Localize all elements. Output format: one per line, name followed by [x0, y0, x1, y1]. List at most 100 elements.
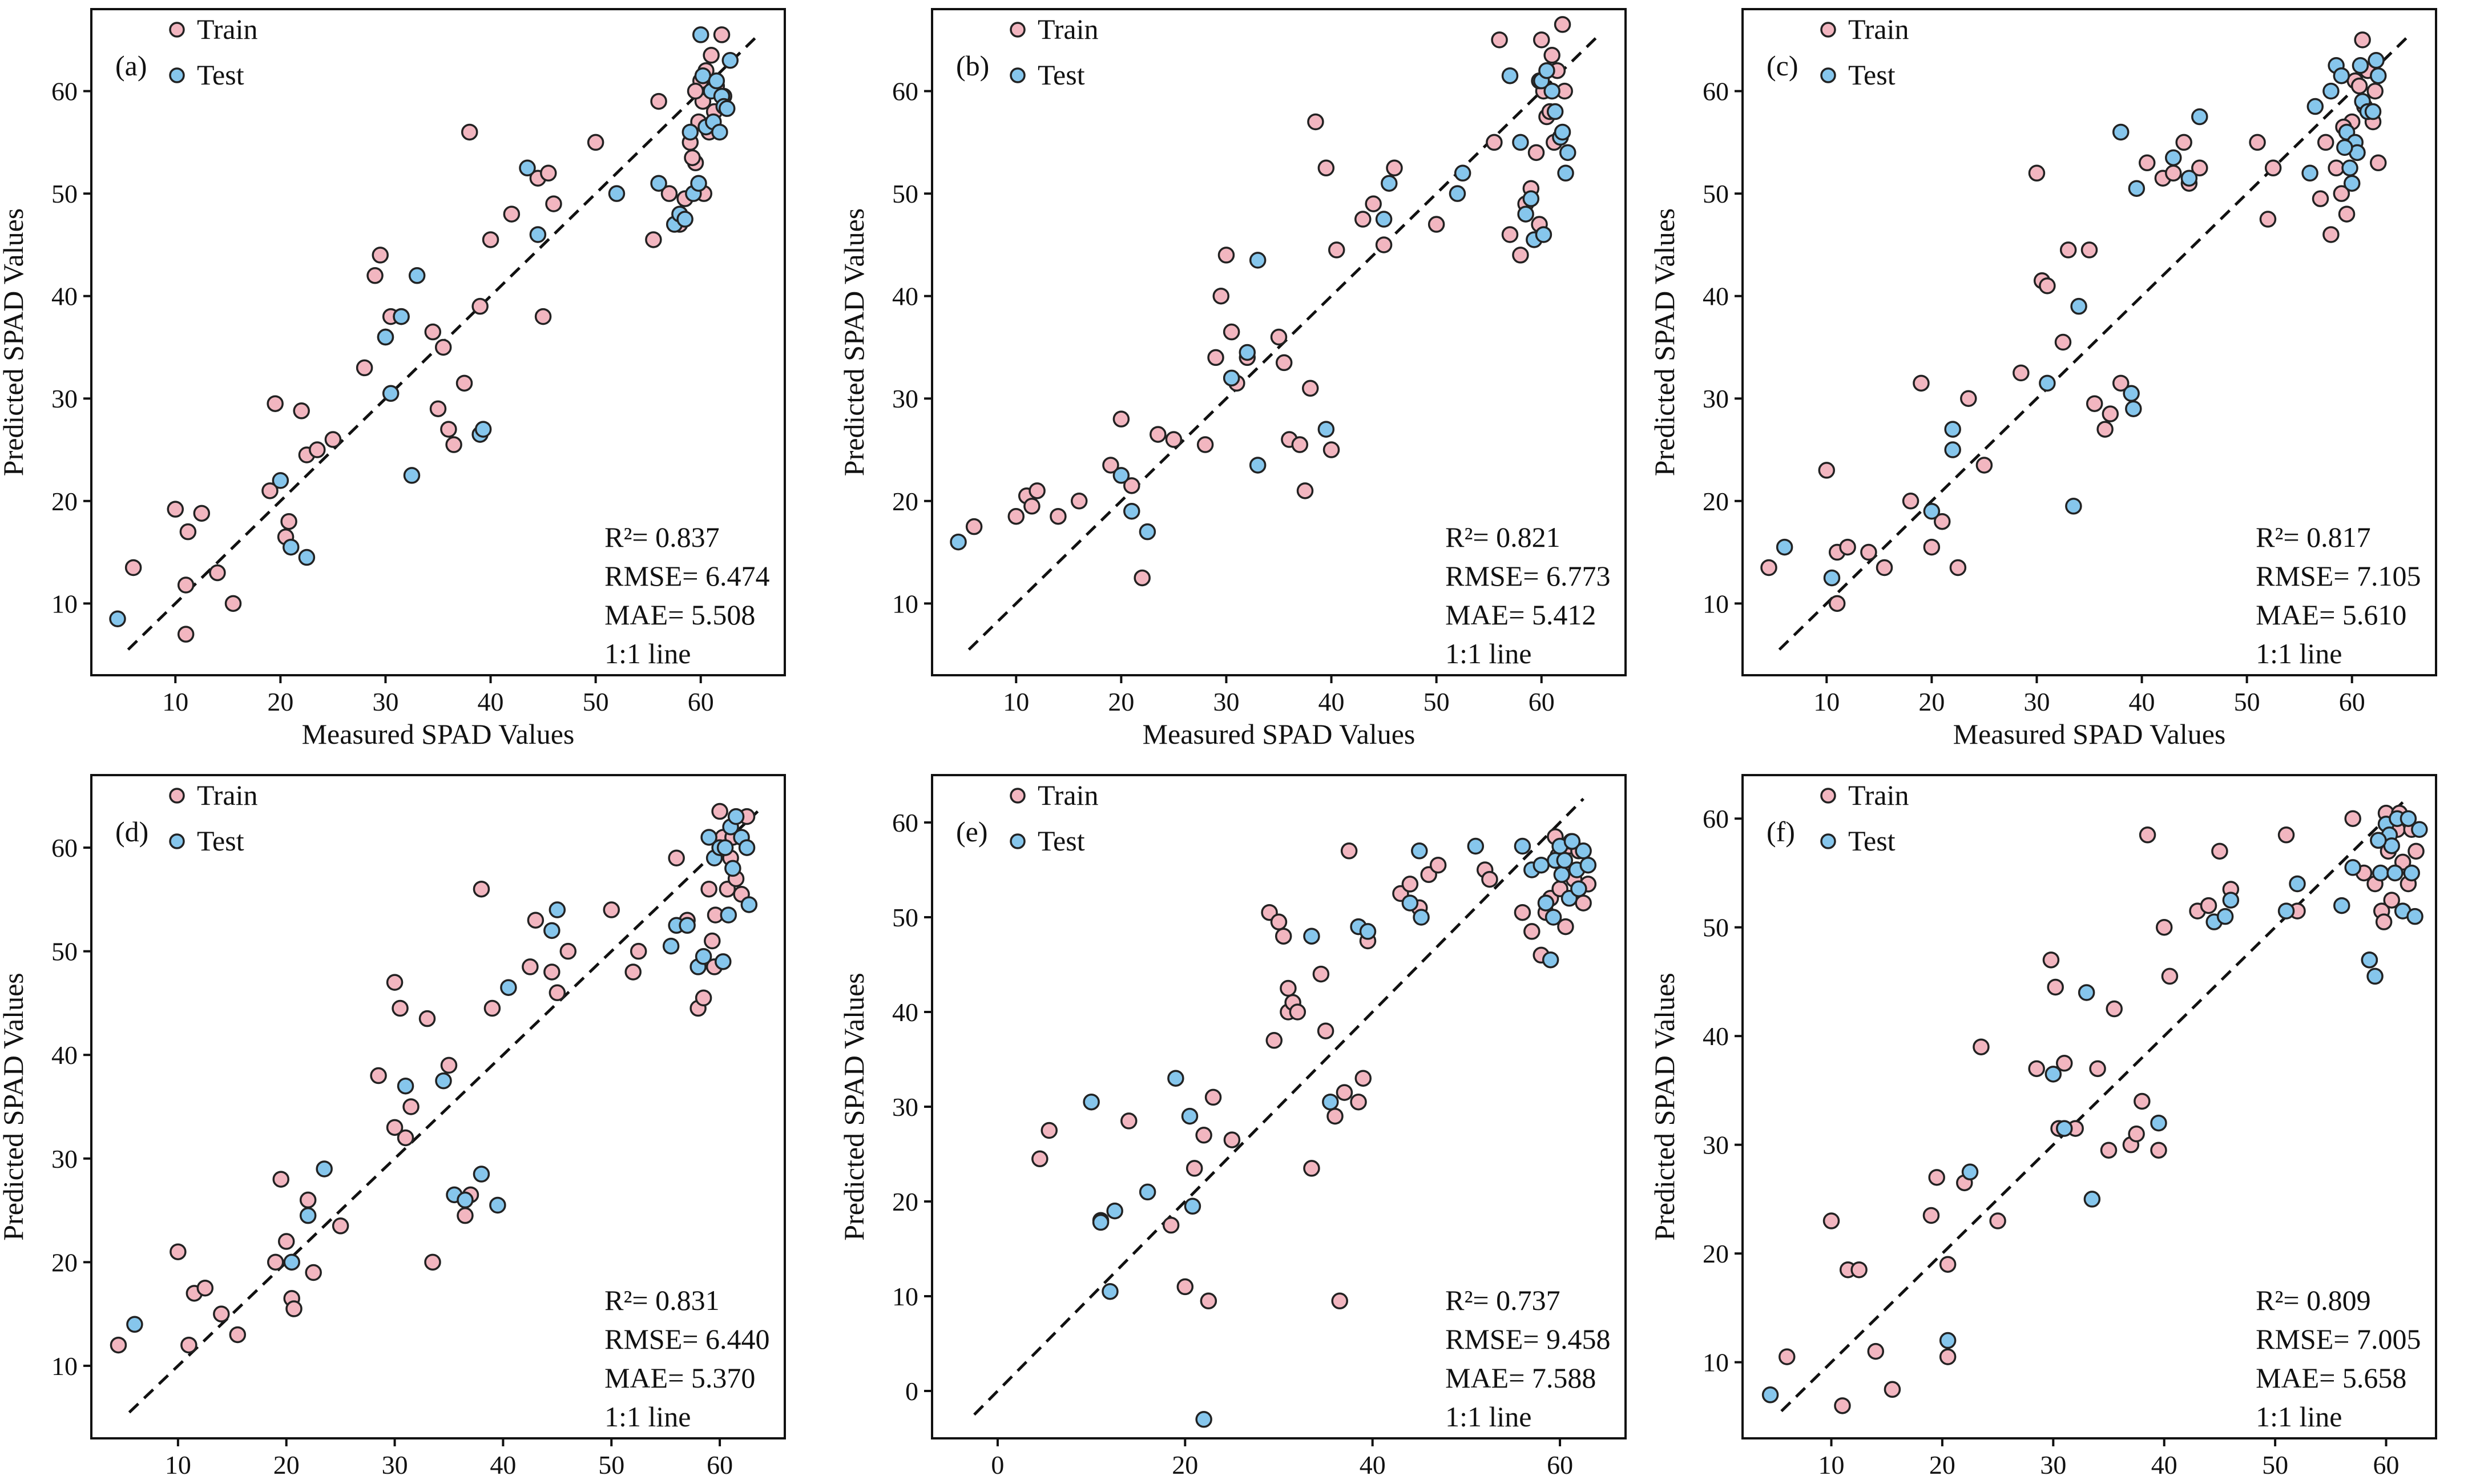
train-point [1876, 559, 1893, 576]
train-point [370, 1067, 387, 1084]
y-axis-title: Predicted SPAD Values [838, 208, 870, 476]
stat-line: RMSE= 7.105 [2256, 560, 2421, 592]
train-point [445, 436, 462, 453]
test-point [716, 839, 734, 856]
train-point [2322, 226, 2340, 243]
train-point [2338, 205, 2356, 223]
train-point [1223, 323, 1240, 341]
legend-label-train: Train [197, 13, 258, 45]
train-point [645, 231, 662, 248]
test-point [298, 549, 316, 566]
train-point [1007, 507, 1025, 525]
train-point [424, 323, 442, 341]
test-point [650, 175, 667, 192]
test-point [2125, 400, 2142, 417]
train-point [711, 803, 728, 820]
test-point [529, 226, 547, 243]
train-point [2350, 77, 2368, 95]
test-point [1553, 866, 1571, 884]
train-point [1554, 16, 1571, 33]
y-tick-label: 10 [1703, 1348, 1729, 1377]
train-point [402, 1098, 420, 1115]
test-point [708, 72, 725, 90]
y-tick-label: 10 [51, 1352, 78, 1381]
train-point [1960, 390, 1977, 407]
test-point [1123, 502, 1140, 520]
train-point [1031, 1150, 1049, 1168]
train-point [1386, 159, 1403, 177]
test-point [2322, 82, 2340, 100]
train-point [1207, 349, 1224, 366]
test-point [1181, 1107, 1199, 1125]
test-point [1559, 144, 1576, 162]
panel-label: (e) [956, 816, 988, 848]
stats-block: R²= 0.809 RMSE= 7.005 MAE= 5.658 1:1 line [2256, 1284, 2421, 1433]
stat-line: MAE= 5.412 [1445, 599, 1596, 631]
x-tick-label: 60 [1529, 687, 1555, 716]
legend-marker-test [169, 833, 185, 849]
y-tick-label: 30 [51, 1144, 78, 1174]
train-point [2096, 421, 2114, 438]
x-tick-label: 60 [688, 687, 714, 716]
test-point [694, 67, 712, 84]
x-tick-label: 50 [1423, 687, 1450, 716]
train-point [224, 595, 242, 612]
y-tick-label: 20 [892, 487, 918, 516]
stat-line: R²= 0.831 [604, 1284, 720, 1316]
x-tick-label: 60 [1547, 1450, 1573, 1479]
test-point [2386, 864, 2404, 882]
train-point [1575, 894, 1592, 912]
x-tick-label: 40 [478, 687, 504, 716]
legend-label-test: Test [1848, 59, 1896, 91]
test-point [543, 922, 560, 939]
x-tick-label: 60 [2339, 687, 2365, 716]
train-point [309, 441, 326, 458]
y-tick-label: 10 [892, 589, 918, 618]
y-tick-label: 60 [892, 77, 918, 106]
train-point [272, 1171, 289, 1188]
test-point [2341, 159, 2358, 177]
legend-marker-train [1820, 22, 1836, 38]
test-point [692, 26, 709, 43]
test-point [721, 52, 739, 69]
stat-line: RMSE= 7.005 [2256, 1323, 2421, 1355]
train-point [1913, 374, 1930, 392]
test-point [1092, 1213, 1110, 1231]
panel-label: (b) [956, 50, 989, 82]
legend: Train Test [1010, 779, 1099, 857]
test-point [1322, 1093, 1339, 1111]
train-point [1023, 498, 1041, 515]
x-axis-title: Measured SPAD Values [1953, 1481, 2226, 1484]
y-tick-label: 50 [51, 179, 78, 208]
test-point [1556, 852, 1574, 869]
stat-line: 1:1 line [1445, 638, 1531, 670]
stat-line: 1:1 line [1445, 1401, 1531, 1433]
train-point [1162, 1216, 1180, 1234]
train-point [1514, 904, 1531, 921]
test-point [1239, 344, 1256, 361]
legend-label-test: Test [1848, 825, 1896, 857]
test-point [2083, 1191, 2101, 1208]
train-point [1275, 928, 1292, 945]
legend-marker-train [1010, 22, 1026, 38]
test-point [2361, 951, 2378, 969]
train-point [1884, 1381, 1901, 1398]
train-point [1350, 1093, 1367, 1111]
test-point [1823, 569, 1841, 587]
y-tick-label: 10 [892, 1282, 918, 1311]
x-tick-label: 30 [2040, 1450, 2066, 1479]
train-point [1354, 211, 1372, 228]
train-point [1523, 923, 1541, 940]
train-point [1196, 436, 1214, 453]
legend-label-test: Test [1038, 825, 1085, 857]
stat-line: RMSE= 9.458 [1445, 1323, 1610, 1355]
y-tick-label: 40 [892, 998, 918, 1027]
train-point [2056, 1055, 2073, 1072]
train-point [2128, 1125, 2145, 1143]
train-point [540, 164, 557, 182]
train-point [285, 1300, 303, 1317]
train-point [180, 1336, 197, 1354]
test-point [1083, 1093, 1100, 1111]
train-point [1354, 1070, 1372, 1087]
train-point [209, 564, 226, 582]
